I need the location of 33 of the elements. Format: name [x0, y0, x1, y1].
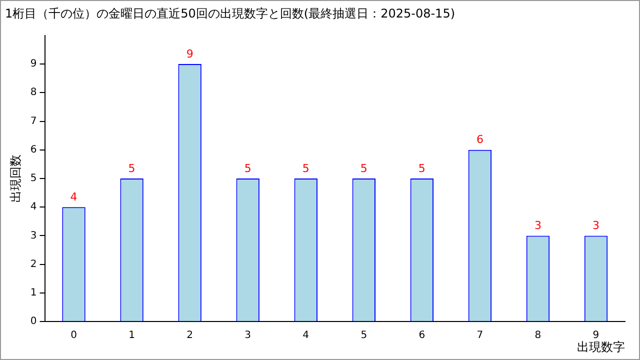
- x-tick-label: 7: [476, 330, 484, 342]
- x-axis-title: 出現数字: [577, 340, 625, 354]
- x-tick-label: 0: [70, 330, 77, 342]
- data-label: 9: [186, 47, 194, 60]
- data-label: 3: [534, 219, 542, 232]
- x-tick-label: 5: [360, 330, 368, 342]
- data-label: 5: [128, 162, 136, 175]
- chart-title: 1桁目（千の位）の金曜日の直近50回の出現数字と回数(最終抽選日：2025-08-15): [5, 6, 456, 20]
- y-tick-label: 5: [30, 173, 37, 184]
- x-tick-label: 2: [186, 330, 194, 342]
- x-tick-label: 9: [592, 330, 600, 342]
- x-tick-label: 8: [534, 330, 542, 342]
- x-tick-label: 1: [128, 330, 135, 342]
- data-label: 5: [302, 162, 310, 175]
- data-label: 4: [70, 190, 78, 204]
- data-label: 5: [360, 162, 368, 175]
- y-tick-label: 3: [30, 230, 37, 242]
- data-label: 5: [418, 162, 426, 175]
- data-label: 3: [592, 219, 600, 232]
- y-tick-label: 7: [30, 116, 37, 127]
- y-tick-label: 2: [30, 258, 37, 270]
- x-tick-label: 3: [244, 330, 252, 342]
- y-tick-label: 4: [30, 202, 37, 213]
- y-tick-label: 6: [30, 144, 37, 156]
- x-tick-label: 4: [302, 330, 310, 342]
- y-tick-label: 0: [30, 316, 37, 328]
- x-tick-label: 6: [418, 330, 426, 342]
- y-tick-label: 1: [30, 288, 37, 299]
- data-label: 5: [244, 162, 252, 175]
- y-tick-label: 9: [30, 58, 37, 70]
- y-axis-title: 出現回数: [8, 154, 22, 202]
- y-tick-label: 8: [30, 87, 37, 98]
- data-label: 6: [476, 133, 484, 146]
